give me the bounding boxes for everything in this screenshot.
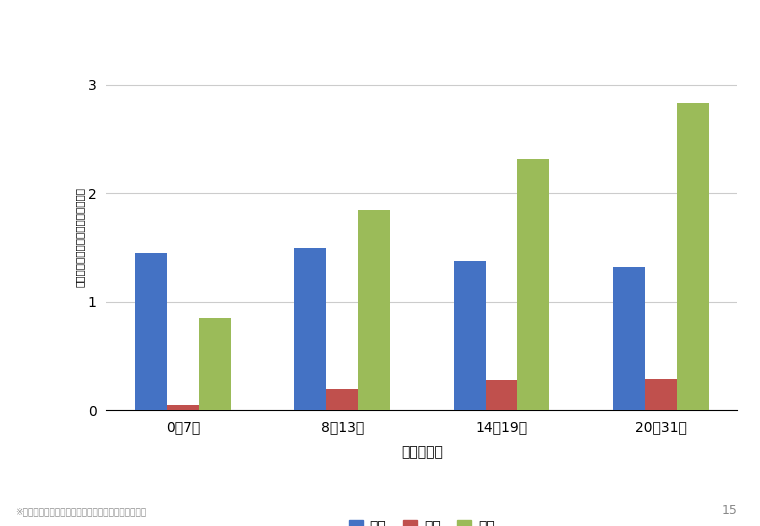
- Text: 15: 15: [721, 503, 737, 517]
- Bar: [294, 248, 326, 410]
- Y-axis label: 検診の最小、推奨、過多数の平均値: 検診の最小、推奨、過多数の平均値: [75, 187, 85, 287]
- Bar: [518, 159, 549, 410]
- X-axis label: 取り組み数: 取り組み数: [401, 445, 443, 459]
- Bar: [135, 253, 167, 410]
- Bar: [358, 209, 390, 410]
- Bar: [167, 405, 199, 410]
- Bar: [613, 267, 644, 410]
- Bar: [676, 103, 708, 410]
- Text: 取り組み数とがん検診の実施の関係: 取り組み数とがん検診の実施の関係: [27, 14, 252, 38]
- Bar: [486, 380, 518, 410]
- Text: ※がん対策推進企業アクション事務局（厚生労働省）: ※がん対策推進企業アクション事務局（厚生労働省）: [15, 508, 147, 517]
- Bar: [326, 389, 358, 410]
- Legend: 過少, 推奨, 過多: 過少, 推奨, 過多: [344, 514, 500, 526]
- Bar: [199, 318, 230, 410]
- Bar: [644, 379, 676, 410]
- Bar: [454, 260, 486, 410]
